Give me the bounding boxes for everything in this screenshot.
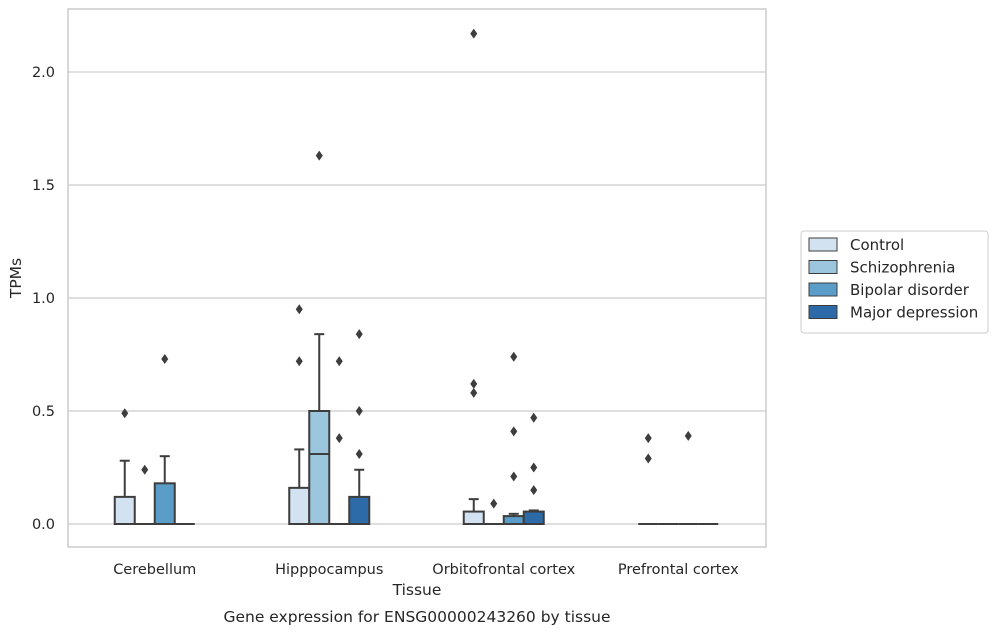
- x-tick-label: Cerebellum: [113, 562, 196, 578]
- x-tick-label: Hipppocampus: [275, 562, 383, 578]
- y-axis-label: TPMs: [7, 258, 25, 299]
- box-group: [502, 351, 525, 526]
- legend-swatch: [808, 305, 838, 319]
- y-tick-label: 1.0: [32, 291, 55, 307]
- box-group: [134, 464, 155, 525]
- box-group: [348, 329, 371, 526]
- legend-label: Control: [850, 236, 904, 254]
- box: [153, 482, 176, 526]
- box: [113, 495, 136, 526]
- outlier-point: [510, 471, 518, 482]
- box-group: [522, 412, 545, 526]
- outlier-point: [295, 356, 303, 367]
- legend-swatch: [808, 260, 838, 274]
- plot-frame: [67, 8, 767, 548]
- outlier-point: [530, 412, 538, 423]
- y-tick-label: 2.0: [32, 65, 55, 81]
- legend-label: Bipolar disorder: [850, 281, 970, 299]
- outlier-point: [530, 485, 538, 496]
- x-tick-label: Orbitofrontal cortex: [432, 562, 575, 578]
- outlier-point: [644, 433, 652, 444]
- x-axis-label: Tissue: [392, 581, 442, 599]
- outlier-point: [470, 378, 478, 389]
- box-group: [462, 28, 485, 526]
- box: [348, 495, 371, 526]
- box-group: [638, 433, 659, 525]
- outlier-point: [141, 464, 149, 475]
- box-group: [113, 408, 136, 526]
- outlier-point: [510, 426, 518, 437]
- boxes: [113, 28, 719, 526]
- outlier-point: [355, 329, 363, 340]
- legend: Control Schizophrenia Bipolar disorder Majo…: [800, 230, 989, 334]
- x-tick-label: Prefrontal cortex: [618, 562, 739, 578]
- y-tick-label: 1.5: [32, 178, 55, 194]
- y-tick-label: 0.5: [32, 404, 55, 420]
- box-group: [329, 356, 350, 525]
- legend-label: Schizophrenia: [850, 259, 955, 277]
- outlier-point: [490, 498, 498, 509]
- outlier-point: [315, 150, 323, 161]
- outlier-point: [355, 448, 363, 459]
- outlier-point: [335, 433, 343, 444]
- box-group: [483, 498, 504, 525]
- box: [288, 486, 311, 525]
- y-tick-label: 0.0: [32, 517, 55, 533]
- y-tick-labels: 0.0 0.5 1.0 1.5 2.0: [32, 65, 55, 533]
- box-group: [308, 150, 331, 525]
- outlier-point: [530, 462, 538, 473]
- outlier-point: [470, 387, 478, 398]
- box-group: [153, 354, 176, 526]
- outlier-point: [161, 354, 169, 365]
- box-group: [288, 304, 311, 525]
- outlier-point: [644, 453, 652, 464]
- box: [502, 515, 525, 526]
- outlier-point: [684, 430, 692, 441]
- legend-items: Control Schizophrenia Bipolar disorder Majo…: [808, 236, 978, 322]
- legend-frame: [800, 230, 989, 334]
- outlier-point: [295, 304, 303, 315]
- box: [462, 510, 485, 526]
- box-group: [678, 430, 699, 525]
- outlier-point: [470, 28, 478, 39]
- outlier-point: [355, 406, 363, 416]
- x-tick-labels: Cerebellum Hipppocampus Orbitofrontal cort…: [113, 562, 739, 578]
- legend-label: Major depression: [850, 304, 978, 322]
- legend-swatch: [808, 282, 838, 297]
- gridlines: [68, 71, 766, 525]
- box: [522, 510, 545, 526]
- box: [308, 410, 331, 525]
- outlier-point: [510, 351, 518, 362]
- legend-swatch: [808, 237, 838, 252]
- outlier-point: [121, 408, 129, 419]
- outlier-point: [335, 356, 343, 367]
- chart-caption: Gene expression for ENSG00000243260 by t…: [223, 608, 610, 626]
